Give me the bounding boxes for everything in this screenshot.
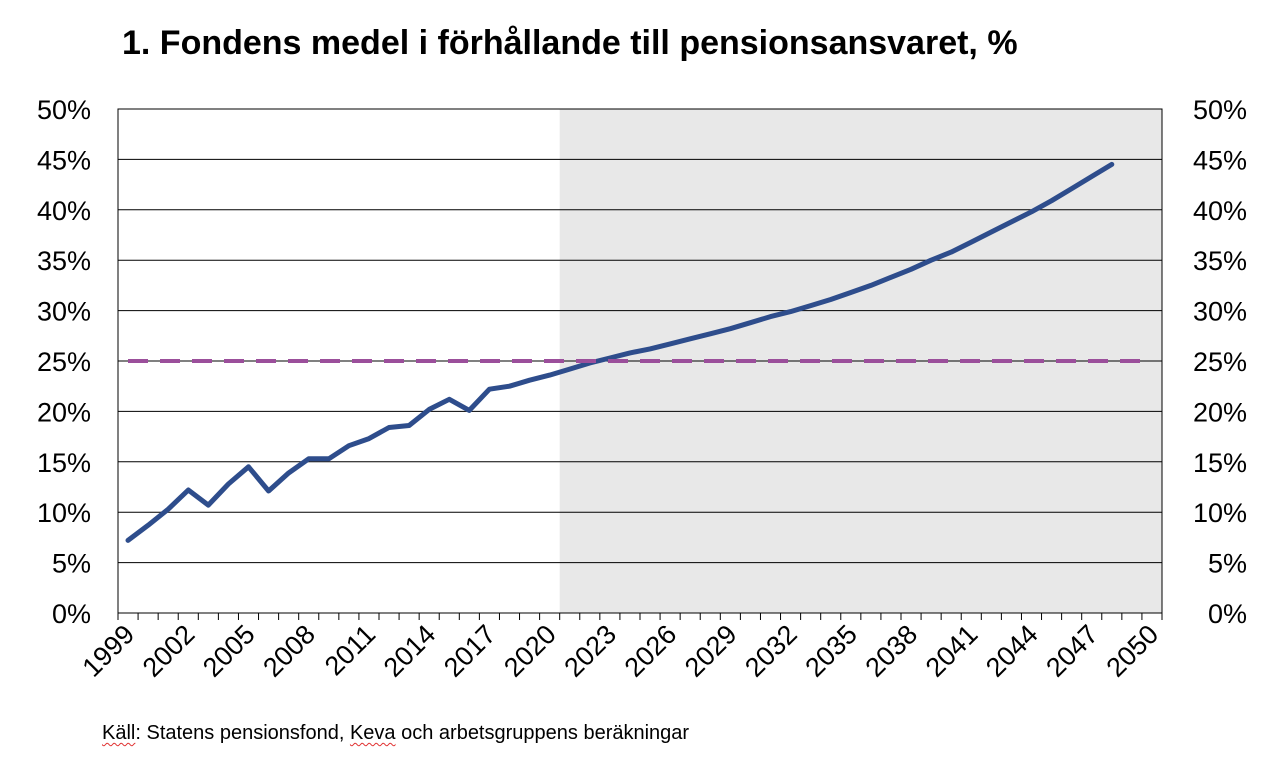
- x-tick-label: 2005: [197, 619, 261, 683]
- source-text: : Statens pensionsfond,: [135, 722, 350, 744]
- x-tick-label: 2011: [319, 619, 381, 681]
- y-tick-label-left: 25%: [37, 347, 91, 377]
- y-tick-label-left: 5%: [52, 549, 91, 579]
- series-line: [125, 161, 1115, 543]
- x-tick-label: 2038: [860, 619, 924, 683]
- x-tick-label: 2026: [619, 619, 683, 683]
- y-tick-label-right: 20%: [1193, 397, 1247, 427]
- x-tick-label: 2044: [980, 619, 1044, 683]
- y-tick-label-left: 30%: [37, 297, 91, 327]
- x-tick-label: 2020: [498, 619, 562, 683]
- y-tick-label-right: 35%: [1193, 246, 1247, 276]
- y-tick-label-left: 45%: [37, 145, 91, 175]
- y-tick-label-right: 15%: [1193, 448, 1247, 478]
- source-word-kall: Käll: [102, 722, 136, 744]
- x-tick-label: 2041: [920, 619, 984, 683]
- chart-title: 1. Fondens medel i förhållande till pens…: [122, 24, 1018, 62]
- source-note: Käll: Statens pensionsfond, Keva och arb…: [102, 722, 689, 745]
- y-tick-label-right: 30%: [1193, 297, 1247, 327]
- x-tick-label: 2023: [558, 619, 622, 683]
- y-tick-label-left: 40%: [37, 196, 91, 226]
- y-tick-label-left: 0%: [52, 599, 91, 629]
- y-tick-label-left: 35%: [37, 246, 91, 276]
- x-tick-label: 2047: [1040, 619, 1104, 683]
- y-tick-label-right: 40%: [1193, 196, 1247, 226]
- y-tick-label-right: 5%: [1208, 549, 1247, 579]
- x-tick-label: 2008: [257, 619, 321, 683]
- x-tick-label: 2032: [739, 619, 803, 683]
- x-tick-label: 2017: [438, 619, 502, 683]
- y-tick-label-left: 50%: [37, 95, 91, 125]
- source-text-tail: och arbetsgruppens beräkningar: [395, 722, 690, 744]
- x-tick-label: 2002: [137, 619, 201, 683]
- y-tick-label-right: 50%: [1193, 95, 1247, 125]
- y-tick-label-left: 15%: [37, 448, 91, 478]
- y-tick-label-right: 25%: [1193, 347, 1247, 377]
- x-tick-label: 2014: [378, 619, 442, 683]
- x-tick-label: 2035: [799, 619, 863, 683]
- y-tick-label-left: 20%: [37, 397, 91, 427]
- x-tick-label: 2050: [1101, 619, 1165, 683]
- y-tick-label-right: 0%: [1208, 599, 1247, 629]
- y-tick-label-right: 10%: [1193, 498, 1247, 528]
- y-tick-label-left: 10%: [37, 498, 91, 528]
- source-word-keva: Keva: [349, 722, 396, 744]
- x-tick-label: 2029: [679, 619, 743, 683]
- y-tick-label-right: 45%: [1193, 145, 1247, 175]
